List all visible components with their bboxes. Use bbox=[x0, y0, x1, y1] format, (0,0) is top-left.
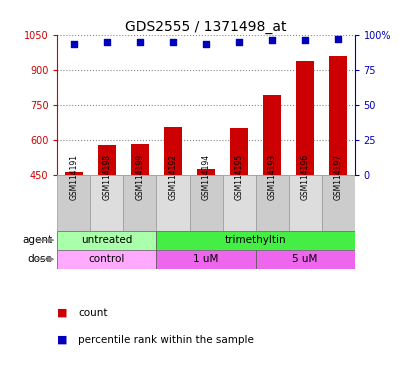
Bar bbox=[156, 175, 189, 231]
Text: ■: ■ bbox=[57, 335, 71, 345]
Point bbox=[202, 41, 209, 48]
Bar bbox=[130, 144, 149, 175]
Bar bbox=[255, 250, 354, 269]
Bar bbox=[262, 94, 281, 175]
Point bbox=[169, 38, 176, 45]
Bar bbox=[164, 127, 182, 175]
Text: GSM114194: GSM114194 bbox=[201, 154, 210, 200]
Bar bbox=[196, 169, 215, 175]
Text: control: control bbox=[88, 254, 125, 264]
Text: trimethyltin: trimethyltin bbox=[224, 235, 285, 245]
Bar bbox=[123, 175, 156, 231]
Point bbox=[268, 37, 275, 43]
Text: count: count bbox=[78, 308, 107, 318]
Bar bbox=[156, 231, 354, 250]
Bar bbox=[321, 175, 354, 231]
Text: GSM114196: GSM114196 bbox=[300, 154, 309, 200]
Bar bbox=[65, 172, 83, 175]
Point bbox=[301, 37, 308, 43]
Point bbox=[235, 38, 242, 45]
Bar bbox=[156, 250, 255, 269]
Text: GSM114191: GSM114191 bbox=[69, 154, 78, 200]
Point bbox=[103, 38, 110, 45]
Text: GSM114199: GSM114199 bbox=[135, 154, 144, 200]
Point bbox=[70, 41, 77, 48]
Bar bbox=[57, 231, 156, 250]
Point bbox=[136, 38, 143, 45]
Bar bbox=[255, 175, 288, 231]
Text: GSM114192: GSM114192 bbox=[168, 154, 177, 200]
Bar bbox=[288, 175, 321, 231]
Point bbox=[334, 36, 341, 42]
Bar bbox=[98, 145, 116, 175]
Text: GSM114198: GSM114198 bbox=[102, 154, 111, 200]
Bar bbox=[90, 175, 123, 231]
Bar bbox=[222, 175, 255, 231]
Text: dose: dose bbox=[27, 254, 52, 264]
Bar bbox=[295, 61, 313, 175]
Bar bbox=[229, 128, 247, 175]
Bar bbox=[57, 175, 90, 231]
Title: GDS2555 / 1371498_at: GDS2555 / 1371498_at bbox=[125, 20, 286, 33]
Text: untreated: untreated bbox=[81, 235, 132, 245]
Bar bbox=[189, 175, 222, 231]
Text: GSM114193: GSM114193 bbox=[267, 154, 276, 200]
Bar bbox=[57, 250, 156, 269]
Text: GSM114197: GSM114197 bbox=[333, 154, 342, 200]
Text: agent: agent bbox=[22, 235, 52, 245]
Text: ■: ■ bbox=[57, 308, 71, 318]
Text: GSM114195: GSM114195 bbox=[234, 154, 243, 200]
Bar bbox=[328, 56, 346, 175]
Text: 5 uM: 5 uM bbox=[292, 254, 317, 264]
Text: 1 uM: 1 uM bbox=[193, 254, 218, 264]
Text: percentile rank within the sample: percentile rank within the sample bbox=[78, 335, 253, 345]
